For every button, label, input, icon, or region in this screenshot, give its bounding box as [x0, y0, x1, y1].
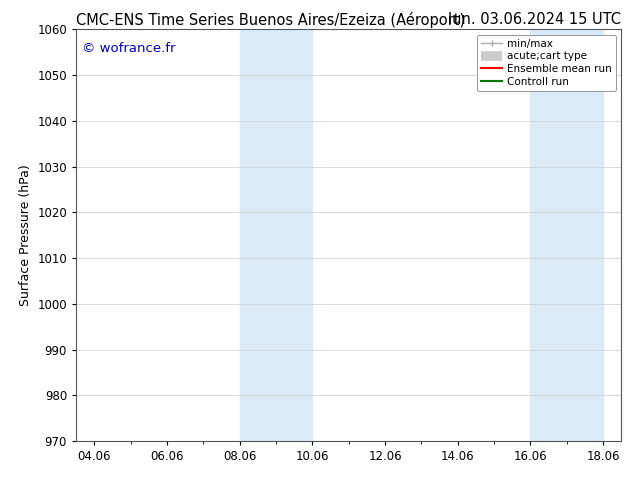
Legend: min/max, acute;cart type, Ensemble mean run, Controll run: min/max, acute;cart type, Ensemble mean … [477, 35, 616, 91]
Bar [531, 29, 603, 441]
Text: CMC-ENS Time Series Buenos Aires/Ezeiza (Aéroport): CMC-ENS Time Series Buenos Aires/Ezeiza … [76, 12, 465, 28]
Text: © wofrance.fr: © wofrance.fr [82, 42, 175, 55]
Bar [240, 29, 313, 441]
Text: lun. 03.06.2024 15 UTC: lun. 03.06.2024 15 UTC [448, 12, 621, 27]
Y-axis label: Surface Pressure (hPa): Surface Pressure (hPa) [19, 164, 32, 306]
